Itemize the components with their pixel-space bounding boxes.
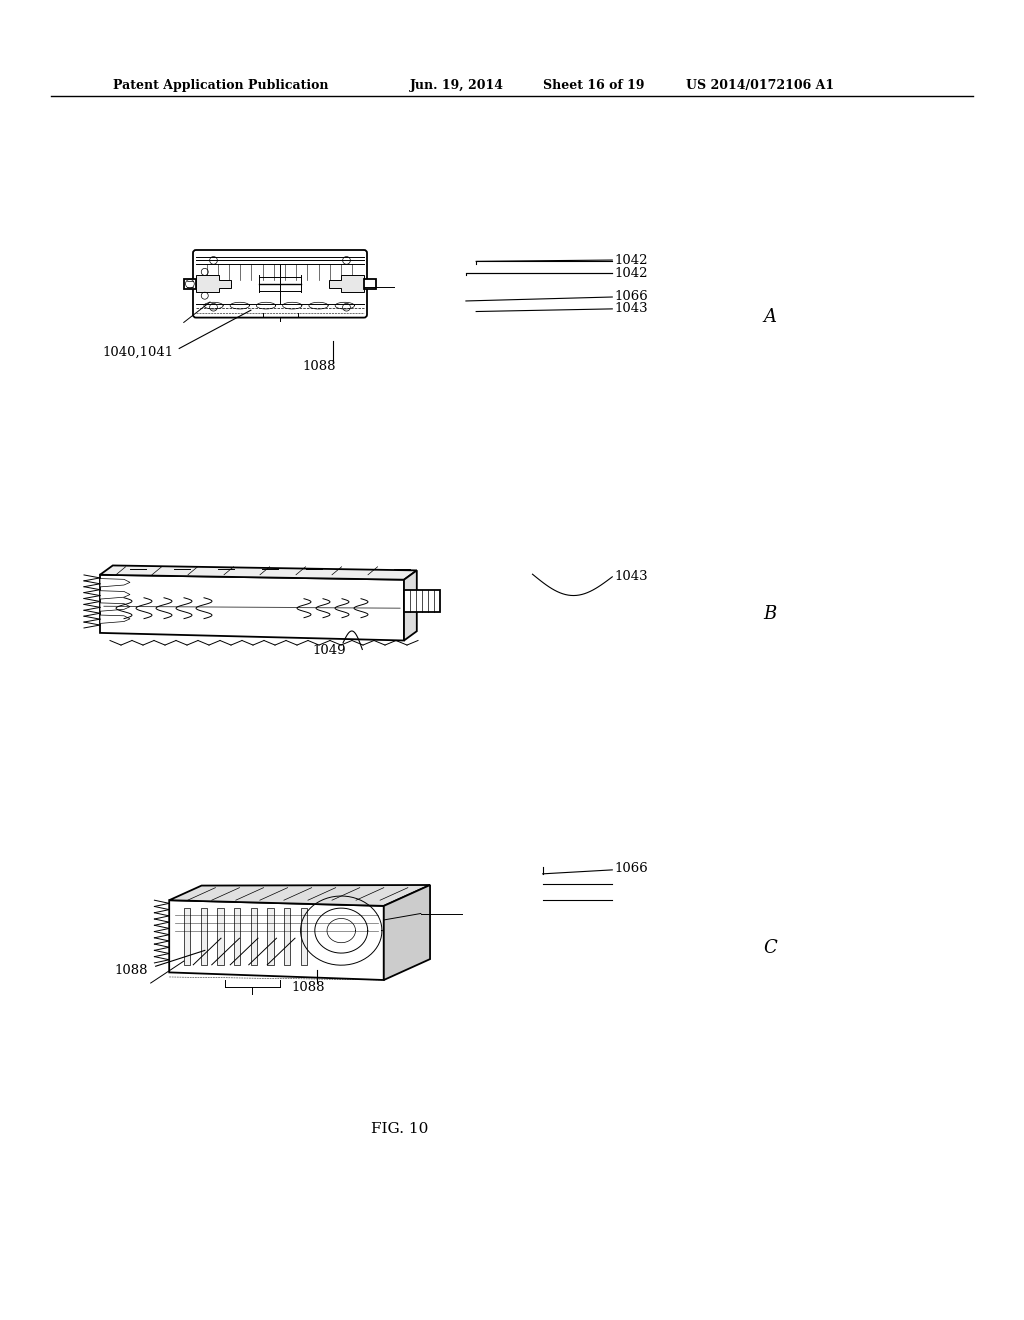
Text: 1066: 1066 [614,290,648,304]
Polygon shape [100,591,130,599]
Text: 1040,1041: 1040,1041 [102,346,173,359]
Text: 1042: 1042 [614,253,648,267]
Polygon shape [169,884,430,906]
Text: Jun. 19, 2014: Jun. 19, 2014 [410,79,504,92]
FancyBboxPatch shape [193,249,367,318]
Text: 1088: 1088 [302,360,336,374]
Polygon shape [100,578,130,587]
Polygon shape [196,276,231,292]
Polygon shape [364,279,376,289]
Polygon shape [184,908,190,965]
Text: B: B [763,605,776,623]
Polygon shape [267,908,273,965]
Polygon shape [169,900,384,979]
Text: A: A [763,308,776,326]
Polygon shape [329,276,364,292]
Text: 1088: 1088 [115,964,148,977]
Polygon shape [404,570,417,640]
Text: 1049: 1049 [312,644,346,657]
Polygon shape [284,908,291,965]
Text: 1043: 1043 [614,302,648,315]
Polygon shape [201,908,207,965]
Polygon shape [251,908,257,965]
Polygon shape [301,908,307,965]
Text: 1088: 1088 [292,981,326,994]
Polygon shape [217,908,224,965]
Text: 1042: 1042 [614,267,648,280]
Text: C: C [763,939,776,957]
Text: 1066: 1066 [614,862,648,875]
Polygon shape [183,279,196,289]
Polygon shape [233,908,241,965]
Polygon shape [100,603,130,611]
Polygon shape [100,615,130,623]
Text: FIG. 10: FIG. 10 [371,1122,428,1135]
Polygon shape [100,565,417,579]
Polygon shape [384,884,430,979]
Text: Patent Application Publication: Patent Application Publication [113,79,328,92]
Polygon shape [100,574,404,640]
Polygon shape [404,590,440,612]
Text: 1043: 1043 [614,570,648,583]
Text: Sheet 16 of 19: Sheet 16 of 19 [543,79,644,92]
Text: US 2014/0172106 A1: US 2014/0172106 A1 [686,79,835,92]
